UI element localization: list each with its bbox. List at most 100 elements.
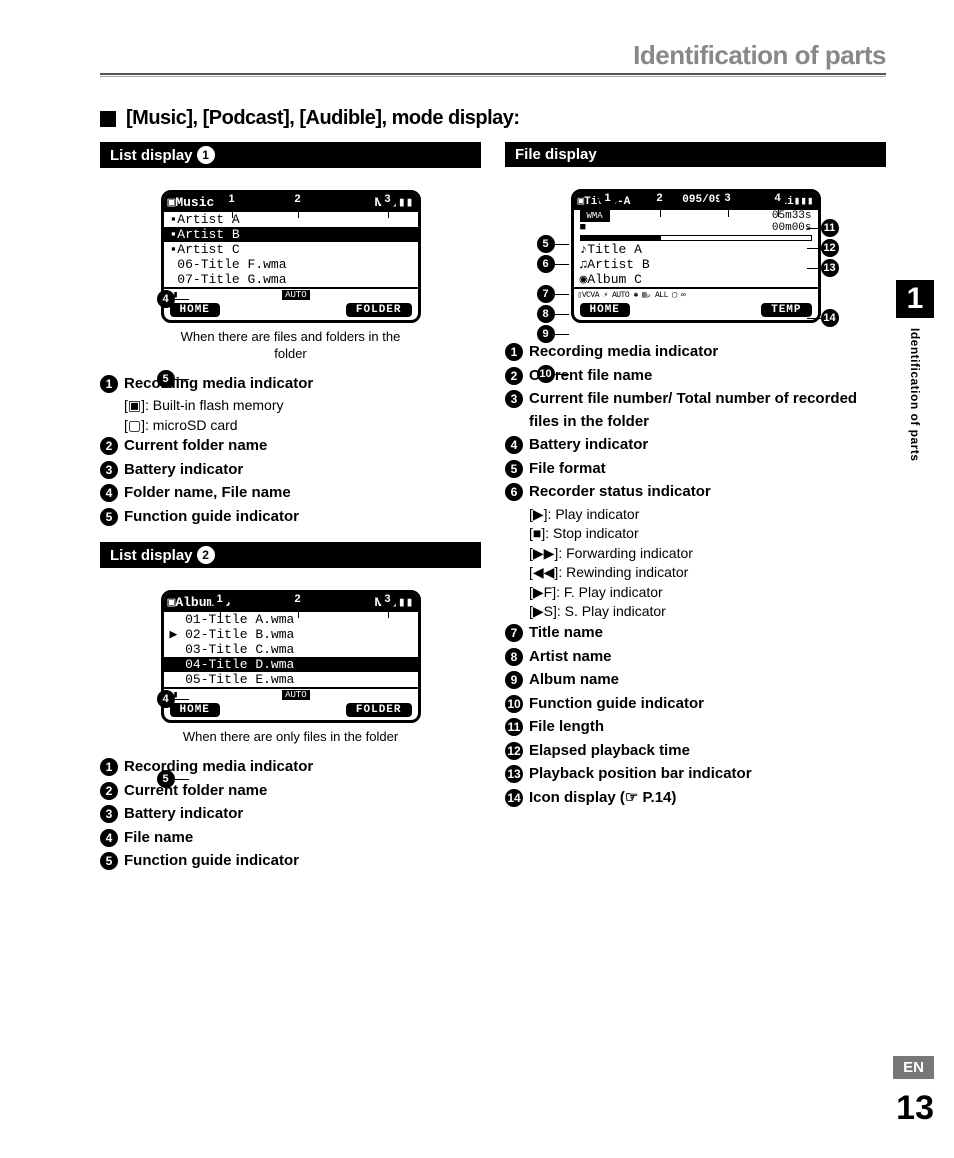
list1-status-mid: AUTO <box>282 290 310 300</box>
chapter-label: Identification of parts <box>908 328 922 462</box>
legend-text: Artist name <box>529 646 612 669</box>
callout-5: 5 <box>157 770 175 788</box>
legend-text: File format <box>529 458 606 481</box>
left-column: List display 1 ▣Music Ni▮▮▮ ▪Artist A▪Ar… <box>100 142 481 874</box>
callout-6: 6 <box>537 255 555 273</box>
stop-icon: ■ <box>580 222 587 234</box>
legend-text: Battery indicator <box>529 434 648 457</box>
file-title-name: ♪Title A <box>574 242 818 257</box>
legend-text: Function guide indicator <box>124 506 299 529</box>
list1-bar-num: 1 <box>197 146 215 164</box>
square-bullet-icon <box>100 111 116 127</box>
file-progress-row <box>574 234 818 242</box>
legend-item: 3Battery indicator <box>100 459 481 482</box>
page-number: 13 <box>893 1089 934 1128</box>
page-footer: EN 13 <box>893 1056 934 1128</box>
callout-1: 1 <box>599 189 617 207</box>
legend-item: 2Current folder name <box>100 435 481 458</box>
legend-item: 8 Artist name <box>505 646 886 669</box>
callout-3: 3 <box>379 590 397 608</box>
callout-14: 14 <box>821 309 839 327</box>
legend-text: Recording media indicator <box>529 341 718 364</box>
legend-text: Recording media indicator <box>124 756 313 779</box>
list-row: 07-Title G.wma <box>164 272 418 287</box>
list-row: 01-Title A.wma <box>164 612 418 627</box>
file-bar-label: File display <box>515 146 597 163</box>
legend-text: Current folder name <box>124 780 267 803</box>
list2-screen-wrap: ▣Album B Ni▮▮▮ 01-Title A.wma▶ 02-Title … <box>161 590 421 723</box>
callout-2: 2 <box>651 189 669 207</box>
legend-item: 9Album name <box>505 669 886 692</box>
legend-text: Playback position bar indicator <box>529 763 752 786</box>
list1-caption: When there are files and folders in the … <box>181 329 401 363</box>
file-format-badge: WMA <box>580 210 610 222</box>
legend-text: File name <box>124 827 193 850</box>
chapter-number: 1 <box>896 280 934 318</box>
section-heading: [Music], [Podcast], [Audible], mode disp… <box>100 107 886 130</box>
callout-7: 7 <box>537 285 555 303</box>
list1-bar: List display 1 <box>100 142 481 168</box>
legend-text: Icon display (☞ P.14) <box>529 787 676 810</box>
callout-11: 11 <box>821 219 839 237</box>
legend-item: 11File length <box>505 716 886 739</box>
list2-screen: ▣Album B Ni▮▮▮ 01-Title A.wma▶ 02-Title … <box>161 590 421 723</box>
legend-num: 2 <box>100 437 118 455</box>
legend-num: 12 <box>505 742 523 760</box>
file-legend: 1 Recording media indicator2Current file … <box>505 341 886 809</box>
callout-2: 2 <box>289 590 307 608</box>
legend-num: 5 <box>100 852 118 870</box>
legend-sub: [▶▶]: Forwarding indicator <box>529 544 886 564</box>
callout-4: 4 <box>157 290 175 308</box>
legend-text: Battery indicator <box>124 803 243 826</box>
legend-item: 2Current file name <box>505 365 886 388</box>
legend-num: 7 <box>505 624 523 642</box>
file-artist-name: ♫Artist B <box>574 257 818 272</box>
legend-num: 3 <box>100 461 118 479</box>
legend-item: 5 Function guide indicator <box>100 850 481 873</box>
list2-status-mid: AUTO <box>282 690 310 700</box>
section-heading-text: [Music], [Podcast], [Audible], mode disp… <box>126 107 520 130</box>
list-row: 03-Title C.wma <box>164 642 418 657</box>
callout-9: 9 <box>537 325 555 343</box>
legend-text: Folder name, File name <box>124 482 291 505</box>
legend-num: 8 <box>505 648 523 666</box>
callout-3: 3 <box>719 189 737 207</box>
legend-num: 3 <box>505 390 523 408</box>
file-temp-button: TEMP <box>761 303 811 317</box>
legend-text: Function guide indicator <box>124 850 299 873</box>
legend-text: Recording media indicator <box>124 373 313 396</box>
list-row: 05-Title E.wma <box>164 672 418 687</box>
legend-num: 11 <box>505 718 523 736</box>
legend-num: 13 <box>505 765 523 783</box>
list-row: 04-Title D.wma <box>164 657 418 672</box>
legend-text: Title name <box>529 622 603 645</box>
file-bar: File display <box>505 142 886 167</box>
file-icon-row: ▯VCVA ⚡ AUTO ✱ ▥ₚ ALL ▢ ∞ <box>574 287 818 301</box>
legend-sub: [■]: Stop indicator <box>529 524 886 544</box>
list1-btnrow: HOME FOLDER <box>164 301 418 320</box>
callout-12: 12 <box>821 239 839 257</box>
list2-bar-label: List display <box>110 547 193 564</box>
legend-num: 4 <box>100 829 118 847</box>
header-rule <box>100 73 886 77</box>
legend-item: 3Current file number/ Total number of re… <box>505 388 886 433</box>
callout-1: 1 <box>211 590 229 608</box>
callout-10: 10 <box>537 365 555 383</box>
legend-num: 1 <box>505 343 523 361</box>
legend-item: 5 File format <box>505 458 886 481</box>
legend-text: Elapsed playback time <box>529 740 690 763</box>
list-row: ▪Artist B <box>164 227 418 242</box>
legend-sub: [▶F]: F. Play indicator <box>529 583 886 603</box>
legend-num: 14 <box>505 789 523 807</box>
list1-home-button: HOME <box>170 303 220 317</box>
legend-item: 13 Playback position bar indicator <box>505 763 886 786</box>
callout-4: 4 <box>157 690 175 708</box>
list1-screen: ▣Music Ni▮▮▮ ▪Artist A▪Artist B▪Artist C… <box>161 190 421 323</box>
file-home-button: HOME <box>580 303 630 317</box>
legend-num: 10 <box>505 695 523 713</box>
file-screen-wrap: ▣Title-A 095/095 Ni▮▮▮ WMA 05m33s ■ 00m0… <box>541 189 851 323</box>
list2-bar-num: 2 <box>197 546 215 564</box>
file-btnrow: HOME TEMP <box>574 301 818 320</box>
legend-text: Function guide indicator <box>529 693 704 716</box>
legend-num: 5 <box>505 460 523 478</box>
